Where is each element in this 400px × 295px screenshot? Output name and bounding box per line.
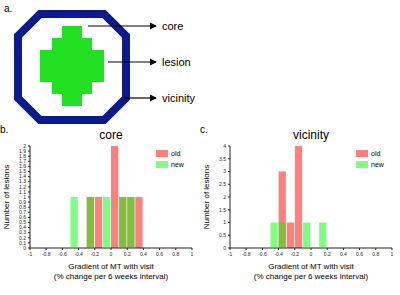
svg-text:0: 0: [23, 244, 26, 251]
svg-text:0: 0: [310, 251, 313, 257]
svg-text:1: 1: [23, 193, 26, 200]
svg-text:-0.8: -0.8: [242, 251, 251, 257]
svg-text:core: core: [162, 20, 183, 32]
html-text:core: core: [99, 128, 123, 142]
svg-text:-1: -1: [228, 251, 233, 257]
svg-text:0: 0: [223, 245, 226, 251]
svg-text:1.9: 1.9: [19, 147, 26, 154]
svg-text:4: 4: [223, 143, 226, 149]
svg-text:0.7: 0.7: [19, 209, 26, 216]
svg-text:0.8: 0.8: [19, 204, 26, 210]
svg-text:a.: a.: [4, 3, 12, 14]
svg-text:vicinity: vicinity: [162, 92, 196, 104]
html-text:(% change per 6 weeks interval: (% change per 6 weeks interval): [53, 272, 169, 281]
html-text:(% change per 6 weeks interval: (% change per 6 weeks interval): [253, 272, 369, 281]
svg-text:-0.8: -0.8: [42, 251, 51, 257]
svg-text:-0.4: -0.4: [74, 251, 83, 257]
svg-text:1.4: 1.4: [19, 173, 26, 180]
html-text:old: old: [171, 150, 181, 157]
svg-text:0.4: 0.4: [340, 251, 347, 257]
html-text:Gradient of MT with visit: Gradient of MT with visit: [68, 262, 154, 271]
svg-text:1.2: 1.2: [19, 183, 26, 190]
svg-text:lesion: lesion: [162, 56, 191, 68]
svg-text:1.5: 1.5: [219, 207, 226, 213]
html-text:Number of lesions: Number of lesions: [201, 164, 211, 230]
html-text:new: new: [371, 161, 384, 168]
svg-text:-1: -1: [28, 251, 33, 257]
svg-text:2.5: 2.5: [219, 181, 226, 187]
svg-text:1.3: 1.3: [19, 178, 26, 184]
svg-text:1: 1: [391, 251, 394, 257]
svg-text:-0.6: -0.6: [258, 251, 267, 257]
svg-text:1.8: 1.8: [19, 153, 26, 159]
svg-text:-0.2: -0.2: [90, 251, 99, 257]
svg-text:0.2: 0.2: [324, 251, 331, 257]
html-text:vicinity: vicinity: [293, 128, 329, 142]
svg-text:-0.4: -0.4: [274, 251, 283, 257]
svg-text:1: 1: [191, 251, 194, 257]
svg-text:0.9: 0.9: [19, 198, 26, 205]
html-text:c.: c.: [200, 124, 208, 135]
svg-text:1.5: 1.5: [19, 168, 26, 175]
svg-text:0.6: 0.6: [356, 251, 363, 257]
svg-text:0.8: 0.8: [172, 251, 179, 257]
svg-text:0.6: 0.6: [156, 251, 163, 257]
html-text:old: old: [371, 150, 381, 157]
svg-text:0.8: 0.8: [372, 251, 379, 257]
svg-text:0.2: 0.2: [124, 251, 131, 257]
svg-text:0.1: 0.1: [19, 239, 26, 246]
svg-text:0.4: 0.4: [19, 224, 26, 231]
svg-text:1.1: 1.1: [19, 188, 26, 195]
html-text:Gradient of MT with visit: Gradient of MT with visit: [268, 262, 354, 271]
html-text:new: new: [171, 161, 184, 168]
svg-text:3: 3: [223, 168, 226, 174]
svg-text:3.5: 3.5: [219, 156, 226, 162]
svg-text:0: 0: [110, 251, 113, 257]
svg-text:0.3: 0.3: [19, 229, 26, 235]
svg-text:2: 2: [23, 143, 26, 149]
svg-text:0.4: 0.4: [140, 251, 147, 257]
svg-text:0.5: 0.5: [19, 219, 26, 226]
svg-text:0.6: 0.6: [19, 214, 26, 221]
html-text:b.: b.: [0, 124, 9, 135]
svg-text:-0.6: -0.6: [58, 251, 67, 257]
svg-text:1.6: 1.6: [19, 163, 26, 170]
html-text:Number of lesions: Number of lesions: [1, 164, 11, 230]
svg-text:0.2: 0.2: [19, 234, 26, 241]
svg-text:1: 1: [223, 219, 226, 225]
svg-text:-0.2: -0.2: [290, 251, 299, 257]
svg-text:2: 2: [223, 194, 226, 200]
svg-text:0.5: 0.5: [219, 232, 226, 238]
svg-text:1.7: 1.7: [19, 158, 26, 165]
